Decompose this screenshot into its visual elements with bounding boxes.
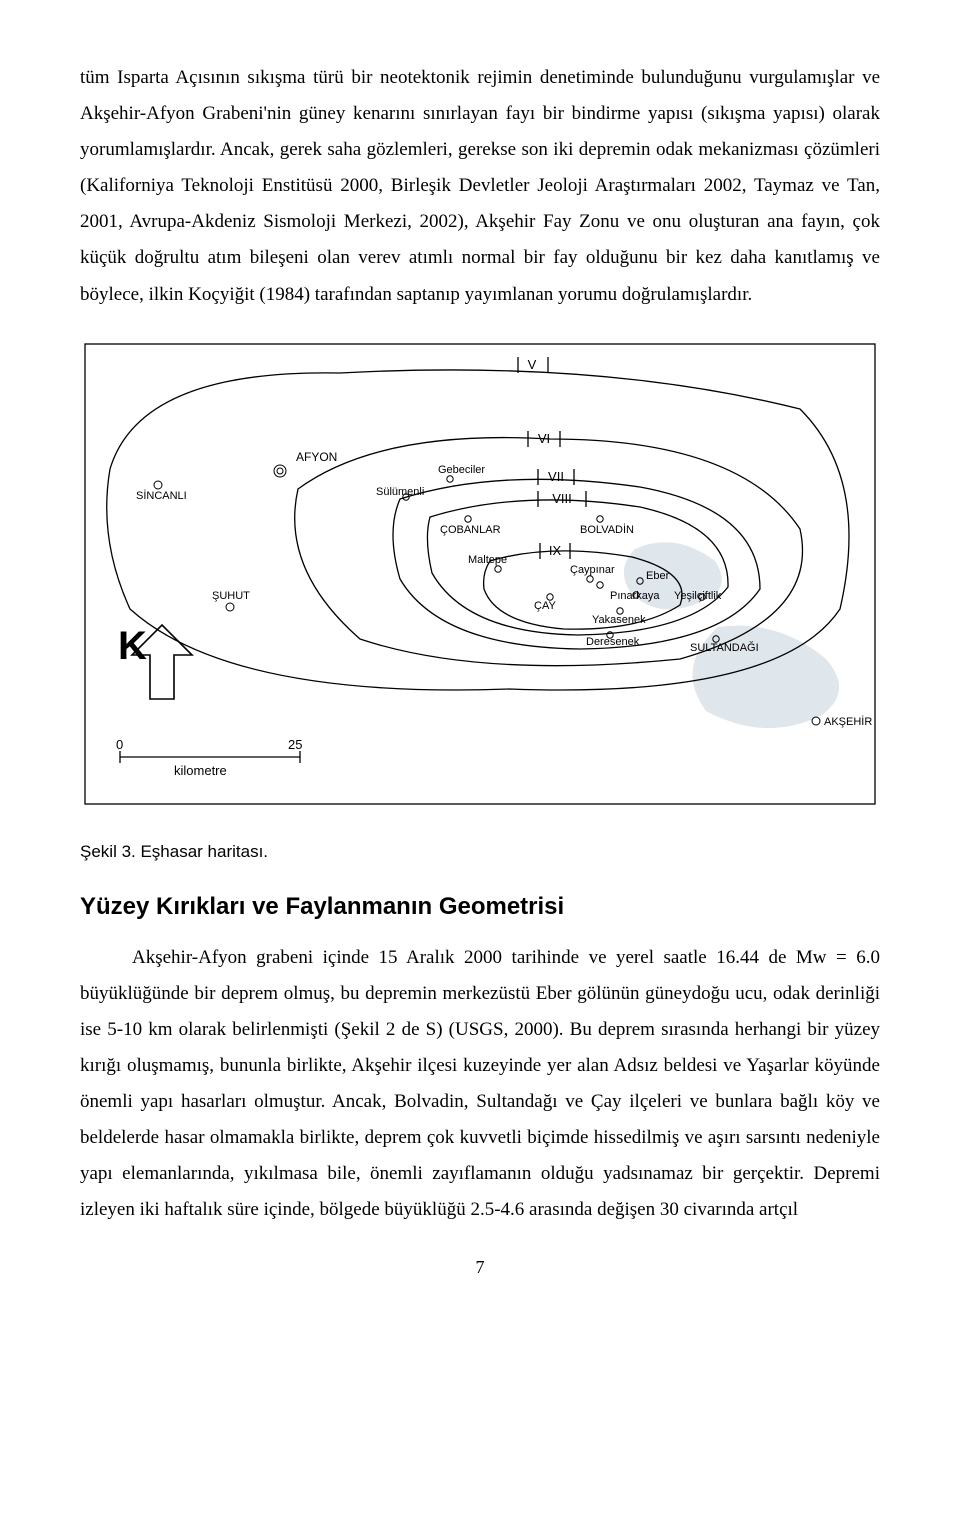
lbl-pinarkaya: Pınarkaya <box>610 590 660 602</box>
label-VI: VI <box>538 431 550 446</box>
figure-3-caption: Şekil 3. Eşhasar haritası. <box>80 836 880 868</box>
lbl-caypinar: Çaypınar <box>570 564 615 576</box>
lbl-eber: Eber <box>646 570 670 582</box>
paragraph-2: Akşehir-Afyon grabeni içinde 15 Aralık 2… <box>80 940 880 1229</box>
label-IX: IX <box>549 543 562 558</box>
scale-25: 25 <box>288 737 302 752</box>
lbl-cobanlar: ÇOBANLAR <box>440 524 501 536</box>
label-VII: VII <box>548 469 564 484</box>
lbl-gebeciler: Gebeciler <box>438 464 485 476</box>
lbl-sincanli: SİNCANLI <box>136 489 187 502</box>
label-VIII: VIII <box>552 491 572 506</box>
lbl-bolvadin: BOLVADİN <box>580 523 634 536</box>
lbl-maltepe: Maltepe <box>468 554 507 566</box>
lbl-yesilcift: Yeşilçiftlik <box>674 590 722 602</box>
lbl-aksehir: AKŞEHİR <box>824 715 872 728</box>
north-label: K <box>118 624 147 668</box>
map-frame <box>85 344 875 804</box>
figure-3: V VI VII VIII IX <box>80 339 880 822</box>
lbl-sultandagi: SULTANDAĞI <box>690 641 759 654</box>
lbl-sulumenli: Sülümenli <box>376 486 424 498</box>
isoseismal-map: V VI VII VIII IX <box>80 339 880 809</box>
section-title: Yüzey Kırıkları ve Faylanmanın Geometris… <box>80 884 880 930</box>
lbl-cay: ÇAY <box>534 600 556 612</box>
page-number: 7 <box>80 1250 880 1284</box>
lbl-deresenek: Deresenek <box>586 636 640 648</box>
scale-0: 0 <box>116 737 123 752</box>
scale-unit: kilometre <box>174 763 227 778</box>
paragraph-1: tüm Isparta Açısının sıkışma türü bir ne… <box>80 60 880 313</box>
lbl-yakasenek: Yakasenek <box>592 614 646 626</box>
label-V: V <box>528 357 537 372</box>
lbl-afyon: AFYON <box>296 450 337 464</box>
lbl-suhut: ŞUHUT <box>212 590 250 602</box>
